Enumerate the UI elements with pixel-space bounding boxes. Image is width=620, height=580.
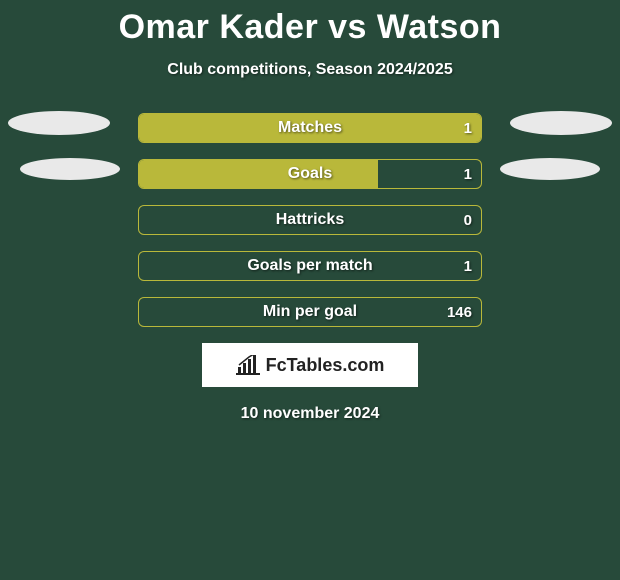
player-left-ellipse [8, 111, 110, 135]
bar-outline [138, 205, 482, 235]
comparison-chart: Matches 1 Goals 1 Hattricks 0 Goals per … [0, 113, 620, 327]
subtitle: Club competitions, Season 2024/2025 [0, 61, 620, 79]
player-right-ellipse [510, 111, 612, 135]
chart-icon [236, 355, 260, 375]
bar-value: 0 [464, 205, 472, 235]
player-left-ellipse [20, 158, 120, 180]
date-text: 10 november 2024 [0, 405, 620, 423]
bar-outline [138, 251, 482, 281]
stat-row: Min per goal 146 [0, 297, 620, 327]
bar-outline [138, 297, 482, 327]
stat-row: Goals per match 1 [0, 251, 620, 281]
player-right-ellipse [500, 158, 600, 180]
page-title: Omar Kader vs Watson [0, 0, 620, 47]
logo-text: FcTables.com [266, 355, 385, 376]
bar-fill [139, 114, 481, 142]
bar-outline [138, 159, 482, 189]
bar-value: 1 [464, 251, 472, 281]
stat-row: Matches 1 [0, 113, 620, 143]
stat-row: Hattricks 0 [0, 205, 620, 235]
stat-row: Goals 1 [0, 159, 620, 189]
logo-box: FcTables.com [202, 343, 418, 387]
bar-fill [139, 160, 378, 188]
bar-value: 1 [464, 159, 472, 189]
bar-value: 146 [447, 297, 472, 327]
bar-value: 1 [464, 113, 472, 143]
bar-outline [138, 113, 482, 143]
